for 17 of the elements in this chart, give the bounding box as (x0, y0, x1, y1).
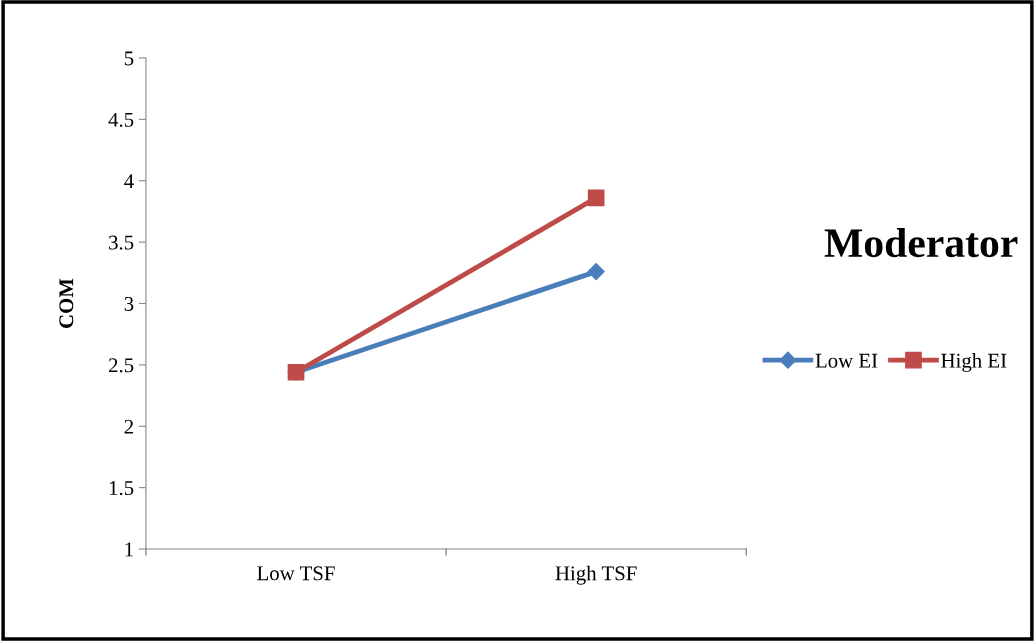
legend-label: High EI (941, 353, 1007, 372)
legend-label: Low EI (815, 353, 878, 368)
y-tick-label: 2.5 (109, 358, 134, 373)
y-tick-label: 1.5 (109, 481, 134, 496)
point (587, 263, 605, 281)
y-tick-label: 1 (125, 542, 133, 557)
y-tick-label: 5 (124, 51, 134, 66)
y-tick-label: 3.5 (109, 235, 134, 250)
text: Moderator (824, 227, 1018, 258)
y-axis-title: COM (59, 278, 74, 328)
y-tick-label: 3 (124, 296, 134, 311)
point (587, 189, 605, 207)
y-tick-label: 4 (124, 174, 134, 188)
y-tick-label: 4.5 (108, 112, 134, 127)
x-tick-label: High TSF (555, 565, 637, 585)
x-tick-label: Low TSF (257, 566, 335, 581)
y-tick-label: 2 (124, 419, 133, 434)
